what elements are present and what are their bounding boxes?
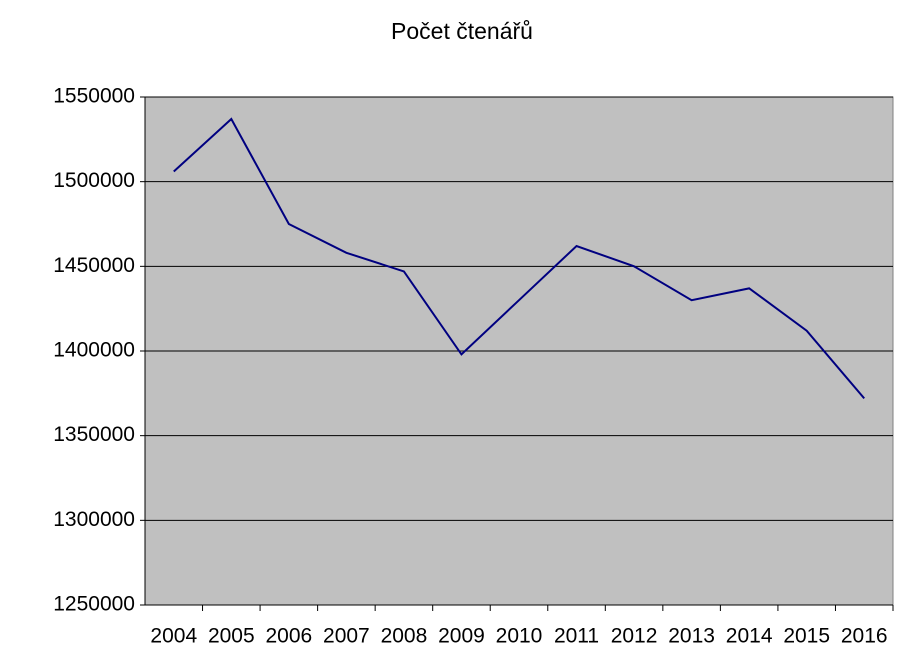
x-tick-label: 2015 bbox=[783, 625, 830, 648]
x-tick-label: 2011 bbox=[554, 625, 599, 648]
y-tick-label: 1250000 bbox=[53, 593, 135, 616]
x-tick-label: 2008 bbox=[381, 625, 428, 648]
x-tick-label: 2005 bbox=[208, 625, 255, 648]
y-tick-label: 1500000 bbox=[53, 169, 135, 192]
x-tick-label: 2012 bbox=[611, 625, 658, 648]
data-line bbox=[173, 117, 865, 400]
y-tick-label: 1300000 bbox=[53, 508, 135, 531]
x-tick-label: 2006 bbox=[265, 625, 312, 648]
x-tick-label: 2009 bbox=[438, 625, 485, 648]
y-tick-label: 1350000 bbox=[53, 423, 135, 446]
x-tick-label: 2013 bbox=[668, 625, 715, 648]
y-tick-label: 1450000 bbox=[53, 254, 135, 277]
x-tick-label: 2016 bbox=[841, 625, 888, 648]
y-tick-label: 1400000 bbox=[53, 339, 135, 362]
x-tick-label: 2010 bbox=[496, 625, 543, 648]
x-tick-label: 2007 bbox=[323, 625, 370, 648]
chart-title: Počet čtenářů bbox=[391, 18, 533, 44]
x-tick-label: 2004 bbox=[150, 625, 197, 648]
x-tick-label: 2014 bbox=[726, 625, 773, 648]
y-tick-label: 1550000 bbox=[53, 85, 135, 108]
